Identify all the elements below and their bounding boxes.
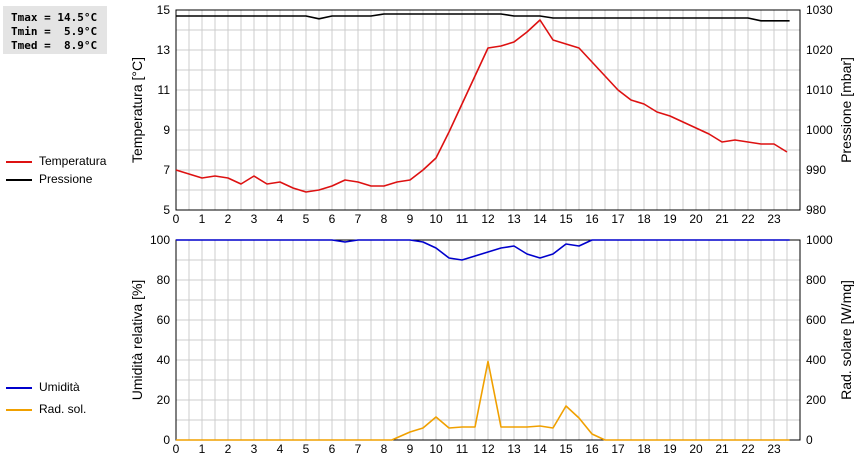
bottom-x-tick-label: 14 (533, 442, 547, 456)
top-y2-tick-label: 1020 (806, 43, 833, 57)
bottom-y-tick-label: 20 (157, 393, 171, 407)
bottom-y-axis-title: Umidità relativa [%] (129, 280, 145, 401)
bottom-x-tick-label: 9 (407, 442, 414, 456)
bottom-x-tick-label: 6 (329, 442, 336, 456)
bottom-plot-frame (175, 239, 801, 441)
top-x-tick-label: 0 (173, 212, 180, 226)
top-x-tick-label: 11 (456, 212, 469, 226)
top-x-tick-label: 5 (303, 212, 310, 226)
top-x-tick-label: 8 (381, 212, 388, 226)
bottom-x-tick-label: 12 (481, 442, 495, 456)
top-x-tick-label: 1 (199, 212, 206, 226)
legend-temperature-label: Temperatura (39, 154, 107, 168)
bottom-y-tick-label: 80 (157, 273, 171, 287)
top-x-tick-label: 2 (225, 212, 232, 226)
bottom-y-tick-label: 0 (163, 433, 170, 447)
bottom-x-tick-label: 10 (429, 442, 443, 456)
bottom-x-tick-label: 11 (456, 442, 469, 456)
bottom-y2-tick-label: 200 (806, 393, 826, 407)
temperatura-line (175, 19, 788, 193)
top-y2-tick-label: 990 (806, 163, 826, 177)
tmax-stat: Tmax = 14.5°C (11, 11, 98, 24)
bottom-y2-tick-label: 600 (806, 313, 826, 327)
bottom-y2-tick-label: 0 (806, 433, 813, 447)
legend-pressure-label: Pressione (39, 172, 93, 186)
legend-pressure-swatch (6, 179, 32, 181)
bottom-y-tick-label: 100 (150, 233, 170, 247)
top-x-tick-label: 20 (689, 212, 703, 226)
bottom-x-tick-label: 23 (767, 442, 781, 456)
tmin-stat: Tmin = 5.9°C (11, 25, 98, 38)
top-plot-frame (175, 9, 801, 211)
top-y-tick-label: 11 (158, 83, 171, 97)
top-y-tick-label: 13 (157, 43, 171, 57)
umidit-line (176, 239, 790, 261)
bottom-x-tick-label: 19 (663, 442, 677, 456)
bottom-x-tick-label: 7 (355, 442, 362, 456)
bottom-x-tick-label: 2 (225, 442, 232, 456)
top-y2-axis-title: Pressione [mbar] (838, 57, 854, 163)
bottom-x-tick-label: 17 (611, 442, 625, 456)
bottom-x-tick-label: 13 (507, 442, 521, 456)
top-x-tick-label: 22 (741, 212, 755, 226)
top-x-tick-label: 3 (251, 212, 258, 226)
rad-sol-line (176, 360, 790, 441)
top-y-tick-label: 15 (157, 3, 171, 17)
legend-temperature-swatch (6, 161, 32, 163)
legend-radiation-label: Rad. sol. (39, 402, 87, 416)
top-x-tick-label: 7 (355, 212, 362, 226)
top-y2-tick-label: 1010 (806, 83, 833, 97)
pressione-line (176, 13, 790, 22)
stats-box: Tmax = 14.5°C Tmin = 5.9°C Tmed = 8.9°C (3, 6, 107, 54)
top-x-tick-label: 23 (767, 212, 781, 226)
legend-radiation-swatch (6, 409, 32, 411)
top-y-tick-label: 7 (163, 163, 170, 177)
top-x-tick-label: 17 (611, 212, 625, 226)
top-y-axis-title: Temperatura [°C] (129, 57, 145, 163)
bottom-y2-tick-label: 400 (806, 353, 826, 367)
top-x-tick-label: 10 (429, 212, 443, 226)
bottom-x-tick-label: 0 (173, 442, 180, 456)
bottom-x-tick-label: 1 (199, 442, 206, 456)
top-y2-tick-label: 980 (806, 203, 826, 217)
tmed-stat: Tmed = 8.9°C (11, 39, 98, 52)
top-x-tick-label: 19 (663, 212, 677, 226)
top-y-tick-label: 9 (163, 123, 170, 137)
bottom-x-tick-label: 20 (689, 442, 703, 456)
top-x-tick-label: 12 (481, 212, 495, 226)
top-x-tick-label: 18 (637, 212, 651, 226)
top-x-tick-label: 13 (507, 212, 521, 226)
top-x-tick-label: 15 (559, 212, 573, 226)
legend-humidity-swatch (6, 387, 32, 389)
top-x-tick-label: 16 (585, 212, 599, 226)
top-x-tick-label: 9 (407, 212, 414, 226)
bottom-x-tick-label: 15 (559, 442, 573, 456)
top-y2-tick-label: 1030 (806, 3, 833, 17)
bottom-y2-tick-label: 800 (806, 273, 826, 287)
bottom-x-tick-label: 21 (715, 442, 729, 456)
top-x-tick-label: 21 (715, 212, 729, 226)
bottom-x-tick-label: 3 (251, 442, 258, 456)
top-y-tick-label: 5 (163, 203, 170, 217)
top-x-tick-label: 14 (533, 212, 547, 226)
legend-humidity-label: Umidità (39, 380, 80, 394)
bottom-x-tick-label: 18 (637, 442, 651, 456)
bottom-y2-tick-label: 1000 (806, 233, 833, 247)
top-x-tick-label: 6 (329, 212, 336, 226)
bottom-y-tick-label: 40 (157, 353, 171, 367)
bottom-y-tick-label: 60 (157, 313, 171, 327)
bottom-x-tick-label: 4 (277, 442, 284, 456)
bottom-x-tick-label: 22 (741, 442, 755, 456)
bottom-y2-axis-title: Rad. solare [W/mq] (838, 280, 854, 400)
bottom-x-tick-label: 16 (585, 442, 599, 456)
top-y2-tick-label: 1000 (806, 123, 833, 137)
bottom-x-tick-label: 5 (303, 442, 310, 456)
bottom-x-tick-label: 8 (381, 442, 388, 456)
top-x-tick-label: 4 (277, 212, 284, 226)
